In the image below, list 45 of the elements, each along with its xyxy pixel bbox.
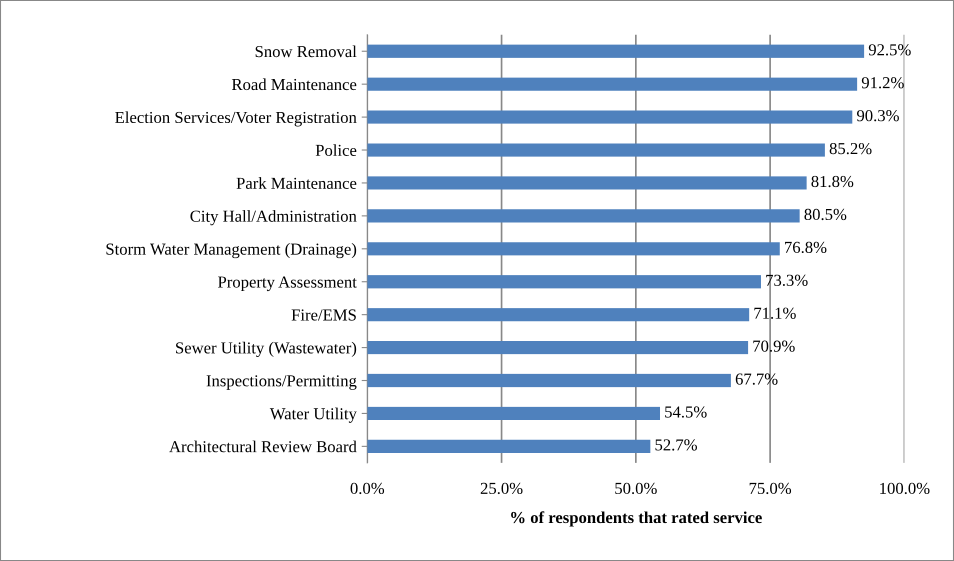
bar — [367, 143, 825, 157]
bar — [367, 242, 780, 256]
y-tick-label: Police — [316, 144, 356, 156]
bar — [367, 78, 858, 91]
x-tick-label: 0.0% — [350, 482, 384, 494]
y-tick-label: Road Maintenance — [232, 78, 356, 90]
y-tick-label: Fire/EMS — [292, 309, 356, 321]
bar — [367, 374, 731, 388]
y-tick-label: Property Assessment — [218, 276, 357, 292]
bar — [367, 209, 800, 222]
y-tick-label: Sewer Utility (Wastewater) — [176, 342, 356, 357]
data-label: 91.2% — [862, 77, 904, 88]
bar — [367, 275, 761, 288]
x-tick-label: 75.0% — [750, 482, 792, 494]
bar — [367, 308, 750, 322]
data-label: 54.5% — [665, 406, 707, 418]
y-tick-label: Park Maintenance — [236, 177, 356, 189]
data-label: 90.3% — [856, 110, 899, 122]
data-label: 67.7% — [736, 373, 778, 385]
x-tick-label: 50.0% — [615, 482, 657, 494]
data-label: 52.7% — [655, 439, 697, 451]
y-tick-label: Water Utility — [270, 408, 357, 423]
x-tick-label: 100.0% — [880, 482, 930, 494]
y-tick-label: City Hall/Administration — [190, 210, 357, 226]
bar — [367, 176, 807, 190]
x-axis-title: % of respondents that rated service — [511, 511, 762, 527]
data-label: 81.8% — [811, 176, 854, 188]
data-label: 92.5% — [868, 44, 911, 56]
bar — [367, 406, 660, 420]
data-label: 85.2% — [830, 142, 872, 154]
data-label: 71.1% — [754, 308, 796, 319]
y-tick-label: Snow Removal — [256, 45, 357, 58]
bar — [367, 110, 852, 124]
data-label: 76.8% — [785, 242, 826, 254]
y-tick-label: Inspections/Permitting — [206, 375, 357, 390]
data-label: 70.9% — [753, 340, 795, 352]
data-label: 80.5% — [804, 208, 846, 220]
data-label: 73.3% — [766, 274, 808, 286]
y-tick-label: Architectural Review Board — [169, 440, 357, 452]
bar — [367, 44, 864, 58]
y-tick-label: Election Services/Voter Registration — [115, 111, 357, 126]
bar — [367, 340, 748, 354]
bar — [367, 440, 650, 453]
y-tick-label: Storm Water Management (Drainage) — [106, 243, 356, 258]
x-tick-label: 25.0% — [480, 482, 523, 494]
